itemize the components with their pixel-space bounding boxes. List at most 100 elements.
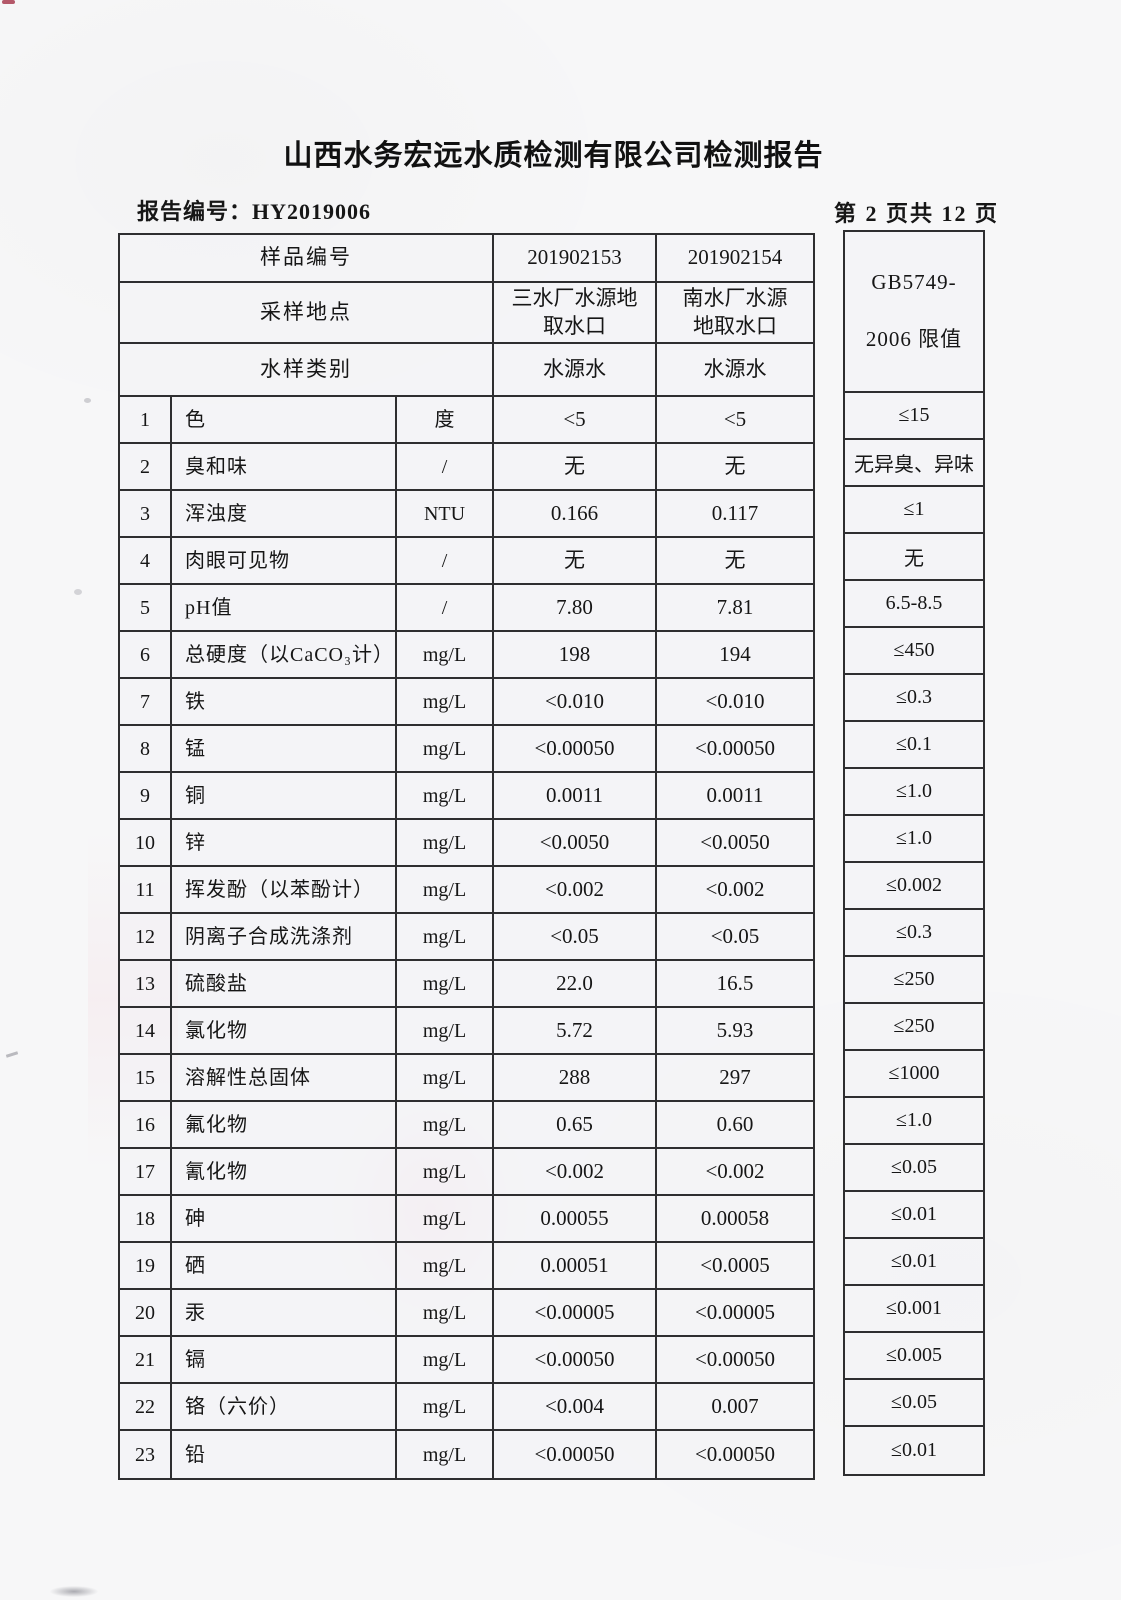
row-number: 13 bbox=[120, 961, 172, 1006]
sample1-value: 无 bbox=[494, 444, 657, 489]
item-name: 硒 bbox=[172, 1243, 397, 1288]
limit-value: ≤1.0 bbox=[845, 816, 983, 863]
item-name: 锰 bbox=[172, 726, 397, 771]
item-name: 硫酸盐 bbox=[172, 961, 397, 1006]
table-row: 3 浑浊度 NTU 0.166 0.117 bbox=[120, 491, 813, 538]
limit-column-body: ≤15 无异臭、异味 ≤1 无 6.5-8.5 ≤450 ≤0.3 ≤0.1 ≤1.0 ≤1.0 ≤… bbox=[845, 393, 983, 1474]
unit: mg/L bbox=[397, 867, 494, 912]
sample2-value: 0.007 bbox=[711, 1393, 759, 1418]
limit-value: ≤0.3 bbox=[845, 910, 983, 957]
row-number: 17 bbox=[120, 1149, 172, 1194]
table-row: 11 挥发酚（以苯酚计） mg/L <0.002 <0.002 bbox=[120, 867, 813, 914]
row-number: 23 bbox=[120, 1431, 172, 1478]
table-row: 12 阴离子合成洗涤剂 mg/L <0.05 <0.05 bbox=[120, 914, 813, 961]
scan-artifact-dash bbox=[5, 1051, 19, 1058]
row-number: 9 bbox=[120, 773, 172, 818]
limit-value: ≤0.01 bbox=[845, 1192, 983, 1239]
row-number: 1 bbox=[120, 397, 172, 442]
unit: mg/L bbox=[397, 914, 494, 959]
sample2-value: <0.00005 bbox=[694, 1299, 776, 1324]
table-row: 9 铜 mg/L 0.0011 0.0011 bbox=[120, 773, 813, 820]
unit: mg/L bbox=[397, 1149, 494, 1194]
item-name: 浑浊度 bbox=[172, 491, 397, 536]
row-number: 21 bbox=[120, 1337, 172, 1382]
sample2-value: <0.00050 bbox=[694, 1441, 776, 1466]
item-name: pH值 bbox=[172, 585, 397, 630]
unit: mg/L bbox=[397, 1431, 494, 1478]
header-row-sample-number: 样品编号 201902153 201902154 bbox=[120, 235, 813, 283]
row-number: 11 bbox=[120, 867, 172, 912]
row-number: 19 bbox=[120, 1243, 172, 1288]
header-row-water-category: 水样类别 水源水 水源水 bbox=[120, 344, 813, 397]
unit: 度 bbox=[397, 397, 494, 442]
sample1-value: 0.00051 bbox=[494, 1243, 657, 1288]
sample2-value: 无 bbox=[724, 547, 746, 572]
unit: mg/L bbox=[397, 820, 494, 865]
sample2-value: <0.00050 bbox=[694, 1346, 776, 1371]
scan-artifact-smudge bbox=[50, 1586, 98, 1597]
item-name: 砷 bbox=[172, 1196, 397, 1241]
table-row: 8 锰 mg/L <0.00050 <0.00050 bbox=[120, 726, 813, 773]
sample-number-label: 样品编号 bbox=[120, 235, 494, 281]
report-title: 山西水务宏远水质检测有限公司检测报告 bbox=[283, 140, 824, 172]
item-name: 总硬度（以CaCO₃计） bbox=[172, 632, 397, 677]
sample2-value: <0.002 bbox=[705, 876, 765, 901]
unit: mg/L bbox=[397, 1196, 494, 1241]
limit-value: ≤1.0 bbox=[845, 769, 983, 816]
limit-value: ≤250 bbox=[845, 957, 983, 1004]
sample2-value: <5 bbox=[723, 406, 747, 431]
sample1-value: <0.00050 bbox=[494, 1337, 657, 1382]
limit-header-line1: GB5749- bbox=[871, 270, 957, 294]
sample1-value: <0.004 bbox=[494, 1384, 657, 1429]
row-number: 3 bbox=[120, 491, 172, 536]
table-row: 23 铅 mg/L <0.00050 <0.00050 bbox=[120, 1431, 813, 1478]
row-number: 7 bbox=[120, 679, 172, 724]
limit-value: ≤0.1 bbox=[845, 722, 983, 769]
sample1-value: <0.002 bbox=[494, 867, 657, 912]
sample2-value: <0.00050 bbox=[694, 735, 776, 760]
report-number: 报告编号：HY2019006 bbox=[137, 199, 372, 224]
sample2-value: 0.0011 bbox=[706, 782, 764, 807]
unit: mg/L bbox=[397, 1102, 494, 1147]
limit-value: ≤15 bbox=[845, 393, 983, 440]
limit-value: 6.5-8.5 bbox=[845, 581, 983, 628]
sample1-value: 288 bbox=[494, 1055, 657, 1100]
sample2-value: 194 bbox=[719, 641, 751, 666]
table-row: 13 硫酸盐 mg/L 22.0 16.5 bbox=[120, 961, 813, 1008]
sample2-value: 297 bbox=[719, 1064, 751, 1089]
limit-value: ≤0.01 bbox=[891, 1439, 937, 1461]
item-name: 肉眼可见物 bbox=[172, 538, 397, 583]
item-name: 铬（六价） bbox=[172, 1384, 397, 1429]
scan-artifact-speck bbox=[84, 398, 91, 403]
row-number: 18 bbox=[120, 1196, 172, 1241]
table-row: 1 色度 <5 <5 bbox=[120, 397, 813, 444]
page-indicator: 第 2 页共 12 页 bbox=[833, 201, 999, 226]
item-name: 铁 bbox=[172, 679, 397, 724]
limit-value: 无 bbox=[845, 534, 983, 581]
unit: mg/L bbox=[397, 726, 494, 771]
sample2-value: 0.00058 bbox=[700, 1205, 770, 1230]
unit: mg/L bbox=[397, 773, 494, 818]
limit-value: ≤1000 bbox=[845, 1051, 983, 1098]
sample1-location: 三水厂水源地 取水口 bbox=[494, 283, 657, 342]
sample1-value: <0.00050 bbox=[494, 1431, 657, 1478]
limit-column: GB5749- 2006 限值 ≤15 无异臭、异味 ≤1 无 6.5-8.5 ≤450 ≤… bbox=[843, 230, 985, 1476]
sample1-value: 无 bbox=[494, 538, 657, 583]
row-number: 20 bbox=[120, 1290, 172, 1335]
sample2-value: 无 bbox=[724, 453, 746, 478]
table-row: 16 氟化物 mg/L 0.65 0.60 bbox=[120, 1102, 813, 1149]
table-row: 18 砷 mg/L 0.00055 0.00058 bbox=[120, 1196, 813, 1243]
limit-value: ≤0.001 bbox=[845, 1286, 983, 1333]
limit-column-header: GB5749- 2006 限值 bbox=[845, 232, 983, 393]
table-body: 1 色度 <5 <5 2 臭和味 / 无无 3 浑浊度 NTU 0.166 0.117 4 肉眼可见物 / 无无… bbox=[120, 397, 813, 1478]
item-name: 氯化物 bbox=[172, 1008, 397, 1053]
sample2-value: 0.117 bbox=[711, 500, 759, 525]
sample2-value: <0.010 bbox=[705, 688, 765, 713]
item-name: 色 bbox=[172, 397, 397, 442]
row-number: 8 bbox=[120, 726, 172, 771]
sample2-value: 7.81 bbox=[716, 594, 754, 619]
unit: mg/L bbox=[397, 1008, 494, 1053]
table-row: 22 铬（六价） mg/L <0.004 0.007 bbox=[120, 1384, 813, 1431]
sample1-value: 0.65 bbox=[494, 1102, 657, 1147]
